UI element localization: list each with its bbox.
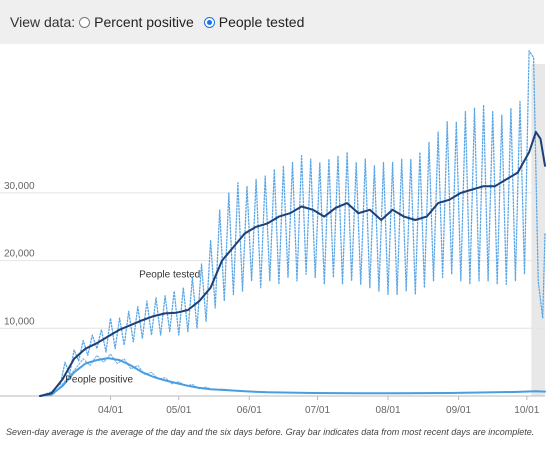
x-tick-label: 07/01 [305, 405, 330, 416]
people-tested-solid-dark-line [39, 131, 546, 397]
radio-percent-positive-label[interactable]: Percent positive [94, 14, 194, 30]
daily-dotted-daily-line [39, 50, 546, 397]
series-annotation: People tested [139, 270, 200, 281]
radio-people-tested[interactable]: People tested [203, 14, 305, 30]
y-tick-label: 20,000 [4, 249, 35, 260]
series-annotation: People positive [65, 374, 133, 385]
view-data-label: View data: [10, 14, 76, 30]
incomplete-data-bar [531, 64, 545, 396]
view-data-toolbar: View data: Percent positive People teste… [0, 0, 544, 44]
tests-line-chart: 10,000 20,000 30,000 04/01 05/01 06/01 07/01 08… [0, 50, 546, 416]
radio-percent-positive[interactable]: Percent positive [79, 14, 194, 30]
x-tick-label: 05/01 [166, 405, 191, 416]
radio-people-tested-label[interactable]: People tested [218, 14, 305, 30]
y-tick-label: 30,000 [4, 181, 35, 192]
chart-footnote: Seven-day average is the average of the … [6, 427, 535, 437]
x-tick-label: 08/01 [376, 405, 401, 416]
x-tick-label: 04/01 [98, 405, 123, 416]
y-tick-label: 10,000 [4, 316, 35, 327]
x-tick-label: 09/01 [446, 405, 471, 416]
people-positive-solid-light-line [39, 357, 546, 397]
radio-percent-positive-circle[interactable] [79, 16, 91, 28]
radio-people-tested-circle[interactable] [203, 16, 215, 28]
x-tick-label: 06/01 [237, 405, 262, 416]
x-tick-label: 10/01 [514, 405, 539, 416]
